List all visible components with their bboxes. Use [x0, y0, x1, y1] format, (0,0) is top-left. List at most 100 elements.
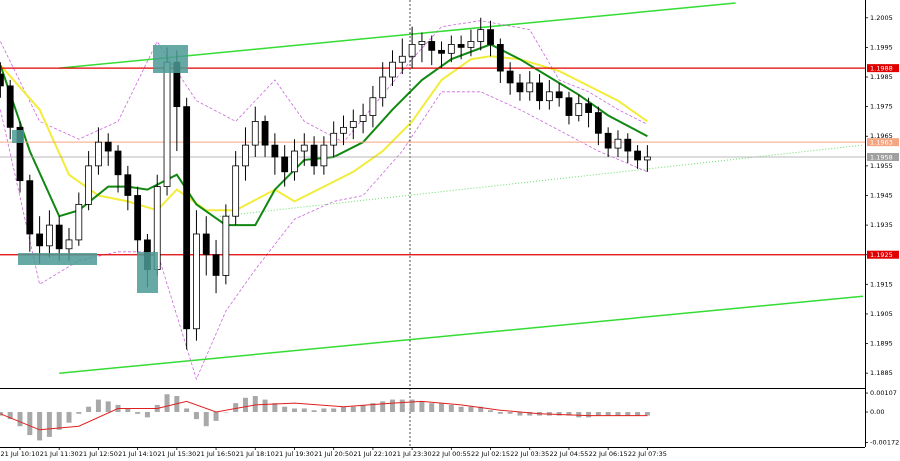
- osc-bar: [331, 408, 337, 413]
- candle-body: [26, 180, 34, 235]
- osc-bar: [527, 412, 533, 416]
- osc-bar: [86, 406, 92, 413]
- osc-bar: [439, 403, 445, 413]
- x-tick-label: 21 Jul 23:30: [393, 450, 432, 458]
- osc-bar: [242, 397, 248, 413]
- osc-bar: [262, 399, 268, 413]
- candle-body: [447, 44, 455, 54]
- osc-bar: [340, 406, 346, 413]
- osc-bar: [566, 412, 572, 416]
- x-tick-label: 21 Jul 20:50: [314, 450, 353, 458]
- osc-bar: [478, 406, 484, 413]
- y-tick-label: 1.1905: [870, 310, 893, 318]
- osc-bar: [56, 412, 62, 430]
- osc-bar: [17, 412, 23, 427]
- osc-bar: [252, 396, 258, 413]
- candle-body: [291, 150, 298, 173]
- zone-boxes: [12, 45, 188, 293]
- osc-bar: [556, 412, 562, 416]
- candle-body: [212, 254, 220, 276]
- candle-body: [614, 138, 622, 149]
- candle-body: [594, 112, 602, 134]
- candle-body: [565, 97, 573, 116]
- indicator-line: [0, 91, 648, 381]
- osc-bar: [27, 412, 33, 436]
- osc-bar: [350, 406, 356, 413]
- osc-bar: [125, 408, 131, 413]
- candle-body: [320, 144, 328, 167]
- axis-layer: 1.20051.19951.19851.19751.19651.19551.19…: [1, 14, 900, 458]
- candle-body: [114, 150, 122, 176]
- candle-body: [281, 156, 289, 173]
- candle-body: [418, 41, 426, 45]
- osc-y-tick-label: -0.00172: [870, 439, 899, 447]
- osc-bar: [193, 412, 199, 420]
- osc-bar: [321, 408, 327, 413]
- osc-y-tick-label: 0.00107: [870, 389, 897, 397]
- level-label-box: [867, 152, 899, 161]
- osc-bar: [488, 410, 494, 413]
- zone-box: [137, 252, 158, 293]
- x-tick-label: 21 Jul 12:50: [79, 450, 118, 458]
- osc-bar: [576, 412, 582, 418]
- osc-bar: [37, 412, 43, 441]
- osc-bar: [625, 412, 631, 416]
- y-tick-label: 1.1895: [870, 340, 893, 348]
- level-label: 1.1958: [870, 153, 893, 161]
- y-tick-label: 1.1945: [870, 191, 893, 199]
- oscillator-layer: [0, 394, 650, 441]
- osc-bar: [468, 406, 474, 413]
- osc-bar: [419, 401, 425, 413]
- zone-box: [12, 130, 24, 143]
- osc-bar: [213, 412, 219, 421]
- osc-bar: [360, 404, 366, 413]
- x-tick-label: 21 Jul 14:10: [118, 450, 157, 458]
- candle-body: [634, 150, 641, 161]
- x-tick-label: 22 Jul 07:35: [628, 450, 667, 458]
- osc-bar: [95, 399, 101, 413]
- candle-body: [526, 82, 534, 93]
- candle-body: [16, 126, 24, 182]
- candle-body: [643, 156, 651, 161]
- candle-body: [624, 138, 632, 152]
- osc-signal: [0, 400, 648, 431]
- candle-body: [379, 76, 387, 99]
- candle-body: [0, 73, 4, 87]
- y-tick-label: 1.1935: [870, 221, 893, 229]
- level-label-box: [867, 250, 899, 259]
- osc-bar: [458, 406, 464, 413]
- y-tick-label: 1.1885: [870, 369, 893, 377]
- osc-bar: [164, 394, 170, 413]
- candle-body: [85, 165, 93, 205]
- x-tick-label: 21 Jul 19:30: [275, 450, 314, 458]
- osc-bar: [595, 412, 601, 416]
- osc-bar: [272, 403, 278, 413]
- x-tick-label: 21 Jul 15:30: [157, 450, 196, 458]
- candle-body: [467, 41, 475, 48]
- candle-body: [555, 91, 563, 99]
- candle-body: [6, 85, 14, 128]
- osc-bar: [635, 412, 641, 416]
- candle-body: [604, 132, 612, 149]
- candle-body: [438, 49, 445, 54]
- y-tick-label: 1.1985: [870, 73, 893, 81]
- osc-bar: [399, 399, 405, 413]
- x-tick-label: 21 Jul 11:30: [40, 450, 79, 458]
- y-tick-label: 1.2005: [870, 14, 893, 22]
- candle-body: [134, 195, 142, 241]
- candle-body: [545, 91, 553, 102]
- candle-body: [496, 44, 504, 72]
- osc-bar: [311, 410, 317, 413]
- x-tick-label: 21 Jul 16:50: [197, 450, 236, 458]
- osc-bar: [184, 408, 190, 413]
- candle-body: [477, 29, 485, 42]
- candle-body: [104, 141, 112, 152]
- x-tick-label: 22 Jul 00:55: [432, 450, 471, 458]
- osc-bar: [301, 408, 307, 413]
- zone-box: [18, 253, 97, 265]
- x-tick-label: 21 Jul 18:10: [236, 450, 275, 458]
- osc-bar: [135, 412, 141, 414]
- x-tick-label: 22 Jul 06:15: [589, 450, 628, 458]
- candle-body: [487, 29, 494, 45]
- osc-bar: [517, 412, 523, 416]
